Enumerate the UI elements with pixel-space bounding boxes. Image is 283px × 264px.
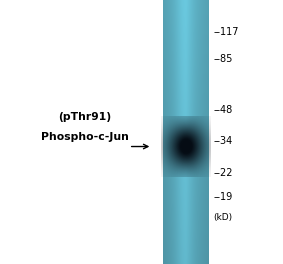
Text: --34: --34	[214, 136, 233, 146]
Text: Phospho-c-Jun: Phospho-c-Jun	[41, 132, 129, 142]
Text: --22: --22	[214, 168, 233, 178]
Text: --117: --117	[214, 27, 239, 37]
Text: --85: --85	[214, 54, 233, 64]
Text: --48: --48	[214, 105, 233, 115]
Text: (kD): (kD)	[214, 213, 233, 222]
Text: --19: --19	[214, 192, 233, 202]
Text: (pThr91): (pThr91)	[58, 112, 112, 122]
